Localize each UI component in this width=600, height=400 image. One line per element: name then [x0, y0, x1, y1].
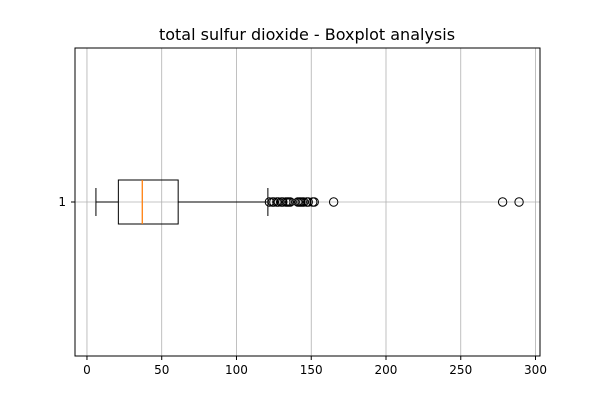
y-tick-label-0: 1: [58, 195, 66, 209]
x-tick-label-6: 300: [524, 363, 547, 377]
x-tick-label-3: 150: [300, 363, 323, 377]
axis-layer: 0 50 100 150 200 250 300 1: [58, 47, 547, 377]
x-tick-label-1: 50: [154, 363, 169, 377]
outlier-point-0: [264, 197, 275, 207]
iqr-box: [117, 179, 179, 225]
outlier-point-4: [273, 197, 284, 207]
outlier-point-15: [299, 197, 309, 207]
x-tick-label-4: 200: [375, 363, 398, 377]
x-tick-label-5: 250: [449, 363, 472, 377]
x-tick-label-0: 0: [83, 363, 91, 377]
outlier-point-10: [285, 197, 296, 207]
outlier-point-2: [269, 197, 279, 207]
chart-title: total sulfur dioxide - Boxplot analysis: [159, 25, 455, 44]
plot-layer: [95, 179, 524, 225]
outlier-point-6: [278, 197, 288, 207]
outlier-point-19: [309, 197, 319, 207]
x-tick-label-2: 100: [225, 363, 248, 377]
outlier-point-22: [514, 197, 524, 207]
outlier-point-21: [497, 197, 508, 207]
outlier-point-20: [328, 197, 339, 207]
outlier-point-17: [303, 197, 313, 207]
